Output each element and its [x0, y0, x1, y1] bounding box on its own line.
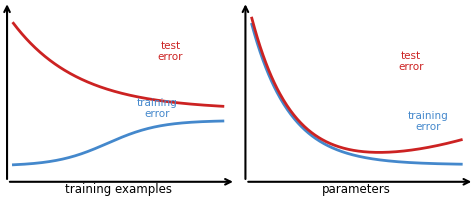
X-axis label: parameters: parameters — [322, 183, 391, 196]
Text: test
error: test error — [158, 41, 183, 62]
X-axis label: training examples: training examples — [64, 183, 172, 196]
Text: training
error: training error — [137, 98, 178, 119]
Text: training
error: training error — [408, 111, 449, 133]
Text: test
error: test error — [398, 51, 424, 72]
